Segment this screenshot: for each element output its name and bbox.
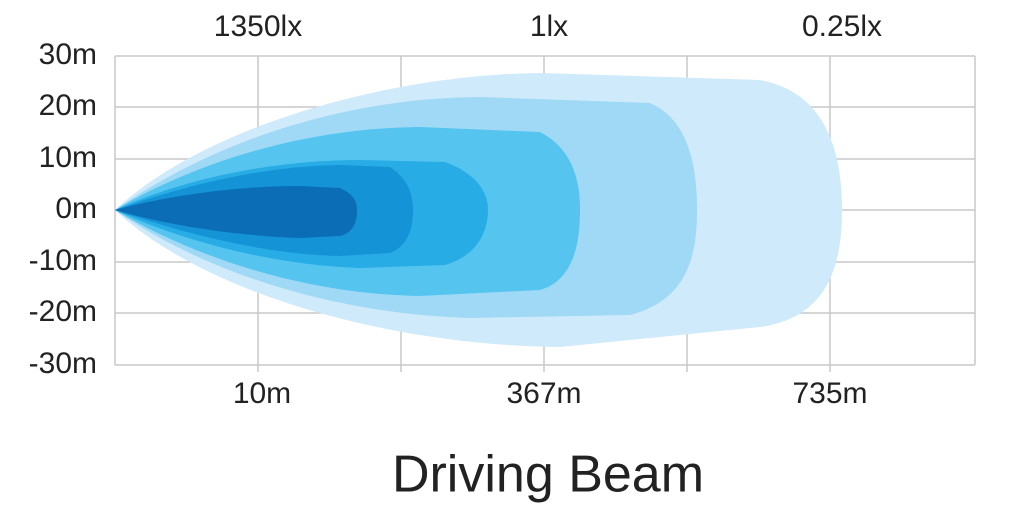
y-label: -30m bbox=[29, 347, 97, 380]
y-label: 10m bbox=[39, 141, 97, 174]
y-label: 0m bbox=[55, 192, 97, 225]
bottom-labels: 10m 367m 735m bbox=[233, 377, 868, 410]
beam-contours bbox=[115, 73, 842, 347]
distance-label: 10m bbox=[233, 377, 291, 410]
top-labels: 1350lx 1lx 0.25lx bbox=[214, 10, 882, 43]
y-label: 20m bbox=[39, 89, 97, 122]
distance-label: 735m bbox=[792, 377, 867, 410]
distance-label: 367m bbox=[506, 377, 581, 410]
lux-label: 1350lx bbox=[214, 10, 302, 43]
y-label: -10m bbox=[29, 244, 97, 277]
contour bbox=[115, 186, 357, 238]
lux-label: 0.25lx bbox=[802, 10, 882, 43]
y-axis: 30m 20m 10m 0m -10m -20m -30m bbox=[29, 38, 97, 380]
y-label: 30m bbox=[39, 38, 97, 71]
lux-label: 1lx bbox=[530, 10, 568, 43]
title: Driving Beam bbox=[392, 446, 704, 504]
y-label: -20m bbox=[29, 295, 97, 328]
